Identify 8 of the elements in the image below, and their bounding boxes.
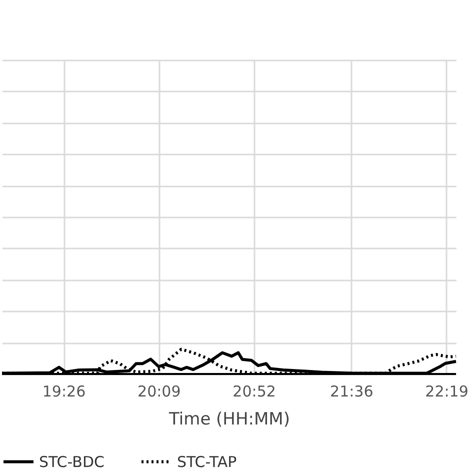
x-tick-label: 20:09 [138,382,181,400]
x-axis-title: Time (HH:MM) [168,410,290,430]
legend-label: STC-BDC [39,452,104,471]
x-tick-label: 20:52 [232,382,276,400]
x-tick-label: 22:19 [425,382,468,400]
legend-label: STC-TAP [177,452,237,471]
x-tick-label: 19:26 [42,382,86,400]
x-tick-label: 21:36 [330,382,374,400]
